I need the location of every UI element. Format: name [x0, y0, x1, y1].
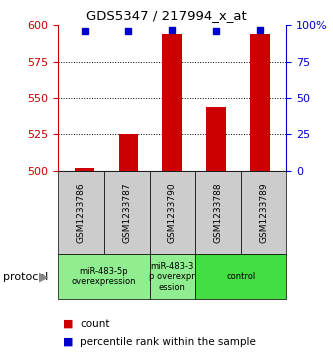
- Bar: [206, 107, 226, 171]
- Text: GDS5347 / 217994_x_at: GDS5347 / 217994_x_at: [86, 9, 247, 22]
- Text: ■: ■: [63, 319, 74, 329]
- Bar: [119, 134, 138, 171]
- Text: GSM1233786: GSM1233786: [77, 182, 86, 243]
- Text: count: count: [80, 319, 110, 329]
- Text: ■: ■: [63, 337, 74, 347]
- Text: control: control: [226, 272, 255, 281]
- Text: miR-483-3
p overexpr
ession: miR-483-3 p overexpr ession: [150, 262, 195, 292]
- Text: ▶: ▶: [39, 270, 48, 283]
- Text: protocol: protocol: [3, 272, 49, 282]
- Text: GSM1233788: GSM1233788: [213, 182, 222, 243]
- Bar: [250, 34, 270, 171]
- Text: GSM1233789: GSM1233789: [259, 182, 268, 243]
- Text: GSM1233790: GSM1233790: [168, 182, 177, 243]
- Text: percentile rank within the sample: percentile rank within the sample: [80, 337, 256, 347]
- Bar: [75, 168, 95, 171]
- Bar: [163, 34, 182, 171]
- Text: GSM1233787: GSM1233787: [122, 182, 131, 243]
- Text: miR-483-5p
overexpression: miR-483-5p overexpression: [72, 267, 136, 286]
